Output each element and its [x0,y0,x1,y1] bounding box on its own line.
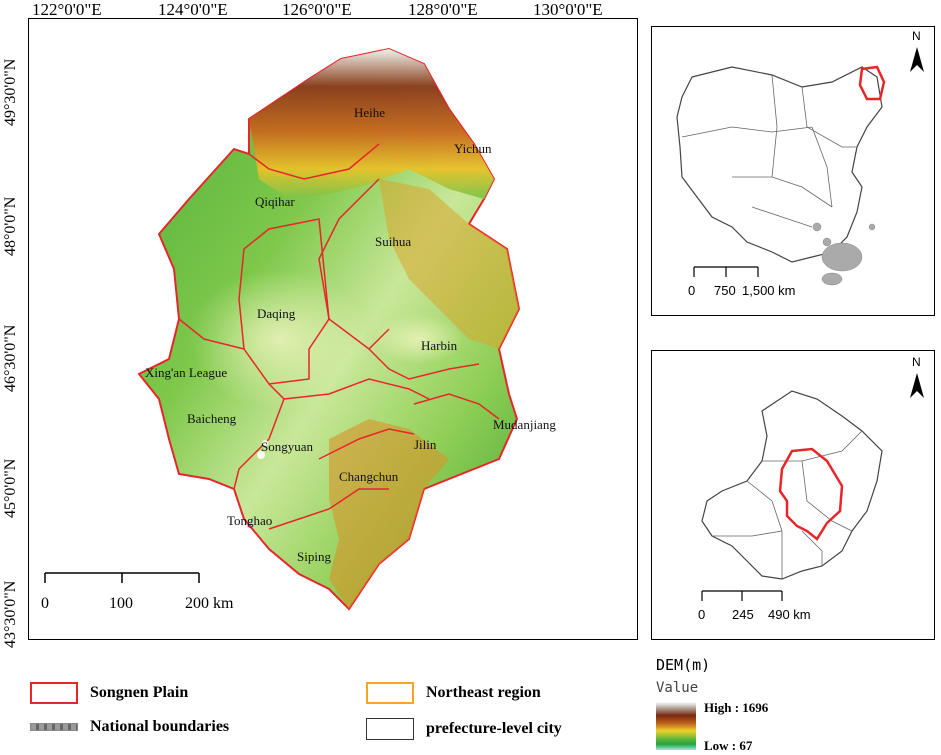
longitude-label-130: 130°0'0"E [533,0,603,19]
city-siping: Siping [297,549,331,564]
longitude-label-122: 122°0'0"E [32,0,102,19]
latitude-label-46-30: 46°30'0"N [2,324,19,392]
dem-value-label: Value [656,680,699,696]
dem-title: DEM(m) [656,656,711,674]
longitude-label-124: 124°0'0"E [158,0,228,19]
legend-songnen-label: Songnen Plain [90,684,189,701]
legend-songnen-swatch [30,682,78,704]
latitude-label-48: 48°0'0"N [2,196,19,256]
scale-bar [44,572,200,583]
north-arrow-icon-2 [910,373,924,398]
city-xingan-league: Xing'an League [145,365,228,380]
city-mudanjiang: Mudanjiang [493,417,556,432]
legend-northeast-swatch [366,682,414,704]
inset-northeast-map [701,373,924,601]
harbin-lowland [374,314,464,364]
northern-mountains [249,49,494,199]
longitude-label-126: 126°0'0"E [282,0,352,19]
southern-highlands [329,419,449,609]
legend-prefecture-city: prefecture-level city [366,718,562,740]
city-suihua: Suihua [375,234,412,249]
central-lowland [189,269,369,409]
main-map-frame: Heihe Yichun Qiqihar Suihua Daqing Harbi… [28,18,638,640]
legend-national-boundaries: National boundaries [30,718,229,736]
legend-northeast-region: Northeast region [366,682,541,704]
latitude-label-45: 45°0'0"N [2,458,19,518]
latitude-label-49-30: 49°30'0"N [2,58,19,126]
scale-tick-100: 100 [109,595,133,612]
inset-northeast-songnen-highlight [778,447,844,541]
legend-national-swatch [30,723,78,731]
inset-china-map [676,47,924,286]
legend-national-label: National boundaries [90,718,230,735]
inset-china-scale-1500: 1,500 km [742,283,796,298]
inset-northeast-scale-490: 490 km [768,607,811,622]
city-baicheng: Baicheng [187,411,237,426]
legend-northeast-label: Northeast region [426,684,541,701]
city-changchun: Changchun [339,469,399,484]
city-heihe: Heihe [354,105,386,120]
inset-china-frame: N 0 750 1,500 km [651,26,935,316]
city-songyuan: Songyuan [261,439,313,454]
inset-northeast-north-label: N [912,355,921,369]
north-arrow-icon [910,47,924,72]
inset-china-scale-750: 750 [714,283,736,298]
city-harbin: Harbin [421,338,458,353]
inset-northeast-scale-245: 245 [732,607,754,622]
inset-china-north-label: N [912,29,921,43]
scale-tick-200: 200 km [185,595,234,612]
city-daqing: Daqing [257,306,296,321]
inset-china-songnen-highlight [858,65,886,101]
legend-songnen-plain: Songnen Plain [30,682,188,704]
dem-high-label: High : 1696 [704,700,769,715]
legend-prefecture-swatch [366,718,414,740]
dem-low-label: Low : 67 [704,738,753,753]
eastern-highlands [379,179,519,349]
city-qiqihar: Qiqihar [255,194,295,209]
longitude-label-128: 128°0'0"E [408,0,478,19]
city-tonghao: Tonghao [227,513,273,528]
inset-northeast-frame: N 0 245 490 km [651,350,935,640]
city-jilin: Jilin [414,437,437,452]
legend-prefecture-label: prefecture-level city [426,720,562,737]
city-yichun: Yichun [454,141,492,156]
main-map-svg [137,47,521,611]
dem-color-ramp [656,702,696,750]
inset-china-scale-0: 0 [688,283,696,298]
scale-tick-0: 0 [41,595,49,612]
inset-northeast-scale-0: 0 [698,607,706,622]
lake-2 [262,440,268,446]
latitude-label-43-30: 43°30'0"N [2,580,19,648]
lake-1 [257,451,265,459]
prefecture-boundaries [178,143,500,530]
